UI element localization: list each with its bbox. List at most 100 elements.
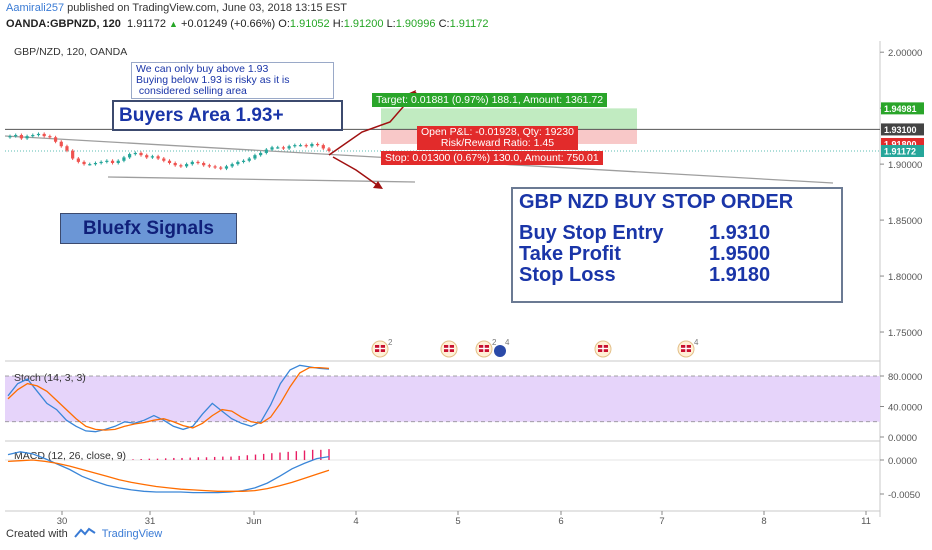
candle (173, 163, 177, 166)
x-tick-label: 5 (455, 516, 460, 527)
footer: Created with TradingView (6, 527, 162, 540)
candle (202, 163, 206, 166)
candle (179, 165, 183, 167)
candle (281, 147, 286, 149)
candle (65, 146, 69, 151)
y-tick-label: -0.0050 (888, 490, 920, 501)
candle (287, 146, 291, 149)
stop-label: Stop: 0.01300 (0.67%) 130.0, Amount: 750… (381, 151, 603, 165)
y-tick-label: 1.90000 (888, 160, 922, 171)
candle (110, 160, 115, 164)
candle (230, 164, 234, 167)
x-tick-label: 7 (659, 516, 664, 527)
publish-info: published on TradingView.com, June 03, 2… (64, 2, 348, 14)
up-triangle-icon: ▲ (169, 19, 178, 29)
price-label: 1.91800 (884, 139, 917, 149)
event-count: 2 (492, 338, 497, 347)
candle (59, 141, 63, 147)
open-value: 1.91052 (289, 18, 330, 30)
high-label: H: (332, 18, 344, 30)
note-line: Buying below 1.93 is risky as it is (136, 74, 290, 86)
y-tick-label: 2.00000 (888, 48, 922, 59)
candle (8, 136, 12, 138)
main-chart-title: GBP/NZD, 120, OANDA (14, 46, 127, 58)
high-value: 1.91200 (343, 18, 384, 30)
x-tick-label: Jun (246, 516, 261, 527)
bluefx-signals-label: Bluefx Signals (60, 213, 237, 244)
support-trendline (107, 176, 416, 183)
macd-title: MACD (12, 26, close, 9) (14, 450, 126, 462)
event-flag-icon (494, 345, 506, 357)
note-line: considered selling area (136, 85, 247, 97)
candle (241, 160, 246, 162)
stoch-title: Stoch (14, 3, 3) (14, 372, 86, 384)
order-key: Stop Loss (519, 264, 616, 286)
x-tick-label: 31 (145, 516, 156, 527)
candle (76, 158, 80, 162)
candle (276, 147, 280, 149)
x-tick-label: 11 (861, 516, 871, 527)
event-count: 2 (388, 338, 393, 347)
pnl-label: Open P&L: -0.01928, Qty: 19230 Risk/Rewa… (417, 126, 578, 150)
buyers-area-label: Buyers Area 1.93+ (112, 100, 343, 131)
candle (82, 161, 86, 165)
order-key: Take Profit (519, 243, 621, 265)
arrow-head-icon (373, 181, 383, 189)
symbol: OANDA:GBPNZD, 120 (6, 18, 121, 30)
low-value: 1.90996 (395, 18, 436, 30)
order-value: 1.9500 (709, 243, 771, 265)
close-label: C: (438, 18, 450, 30)
order-row-entry: Buy Stop Entry 1.9310 (519, 223, 835, 244)
author-link[interactable]: Aamirali257 (6, 2, 65, 14)
candle (259, 152, 263, 156)
candle (156, 156, 160, 159)
candle (236, 161, 240, 165)
note-box: We can only buy above 1.93 Buying below … (131, 62, 334, 99)
up-projection-arrow (328, 91, 417, 156)
candle (145, 155, 149, 158)
event-count: 4 (505, 338, 510, 347)
candle (190, 161, 194, 165)
order-title: GBP NZD BUY STOP ORDER (519, 191, 794, 213)
x-tick-label: 4 (353, 516, 358, 527)
order-value: 1.9310 (709, 222, 771, 244)
candle (219, 167, 223, 169)
order-row-sl: Stop Loss 1.9180 (519, 265, 835, 286)
price-label-bg (881, 102, 924, 115)
candle (224, 166, 229, 169)
candle (167, 160, 172, 164)
y-tick-label: 1.75000 (888, 328, 922, 339)
macd-line-macd (7, 451, 330, 494)
y-tick-label: 1.80000 (888, 272, 922, 283)
candle (327, 148, 331, 152)
candle (116, 160, 120, 164)
price-label: 1.91172 (884, 147, 916, 157)
stoch-line-K (7, 364, 330, 433)
order-value: 1.9180 (709, 264, 771, 286)
price-label-bg (881, 123, 924, 136)
pnl-line: Open P&L: -0.01928, Qty: 19230 (421, 126, 574, 138)
tradingview-logo-icon (74, 527, 96, 538)
candle (213, 166, 217, 168)
candle (139, 152, 143, 156)
candle (316, 143, 320, 146)
tradingview-link[interactable]: TradingView (101, 528, 163, 540)
candle (207, 165, 211, 167)
candle (93, 163, 98, 165)
y-tick-label: 80.0000 (888, 372, 922, 383)
target-label: Target: 0.01881 (0.97%) 188.1, Amount: 1… (372, 93, 608, 107)
x-tick-label: 30 (57, 516, 68, 527)
candle (298, 145, 303, 147)
candle (196, 161, 200, 164)
candle (31, 135, 35, 137)
open-label: O: (278, 18, 290, 30)
y-tick-label: 0.0000 (888, 456, 917, 467)
y-tick-label: 1.85000 (888, 216, 922, 227)
macd-line-signal (7, 459, 330, 492)
candle (36, 133, 41, 136)
candle (71, 150, 75, 159)
created-with: Created with (6, 528, 68, 540)
x-tick-label: 8 (761, 516, 766, 527)
order-box: GBP NZD BUY STOP ORDER Buy Stop Entry 1.9… (511, 187, 843, 303)
candle (310, 143, 314, 147)
